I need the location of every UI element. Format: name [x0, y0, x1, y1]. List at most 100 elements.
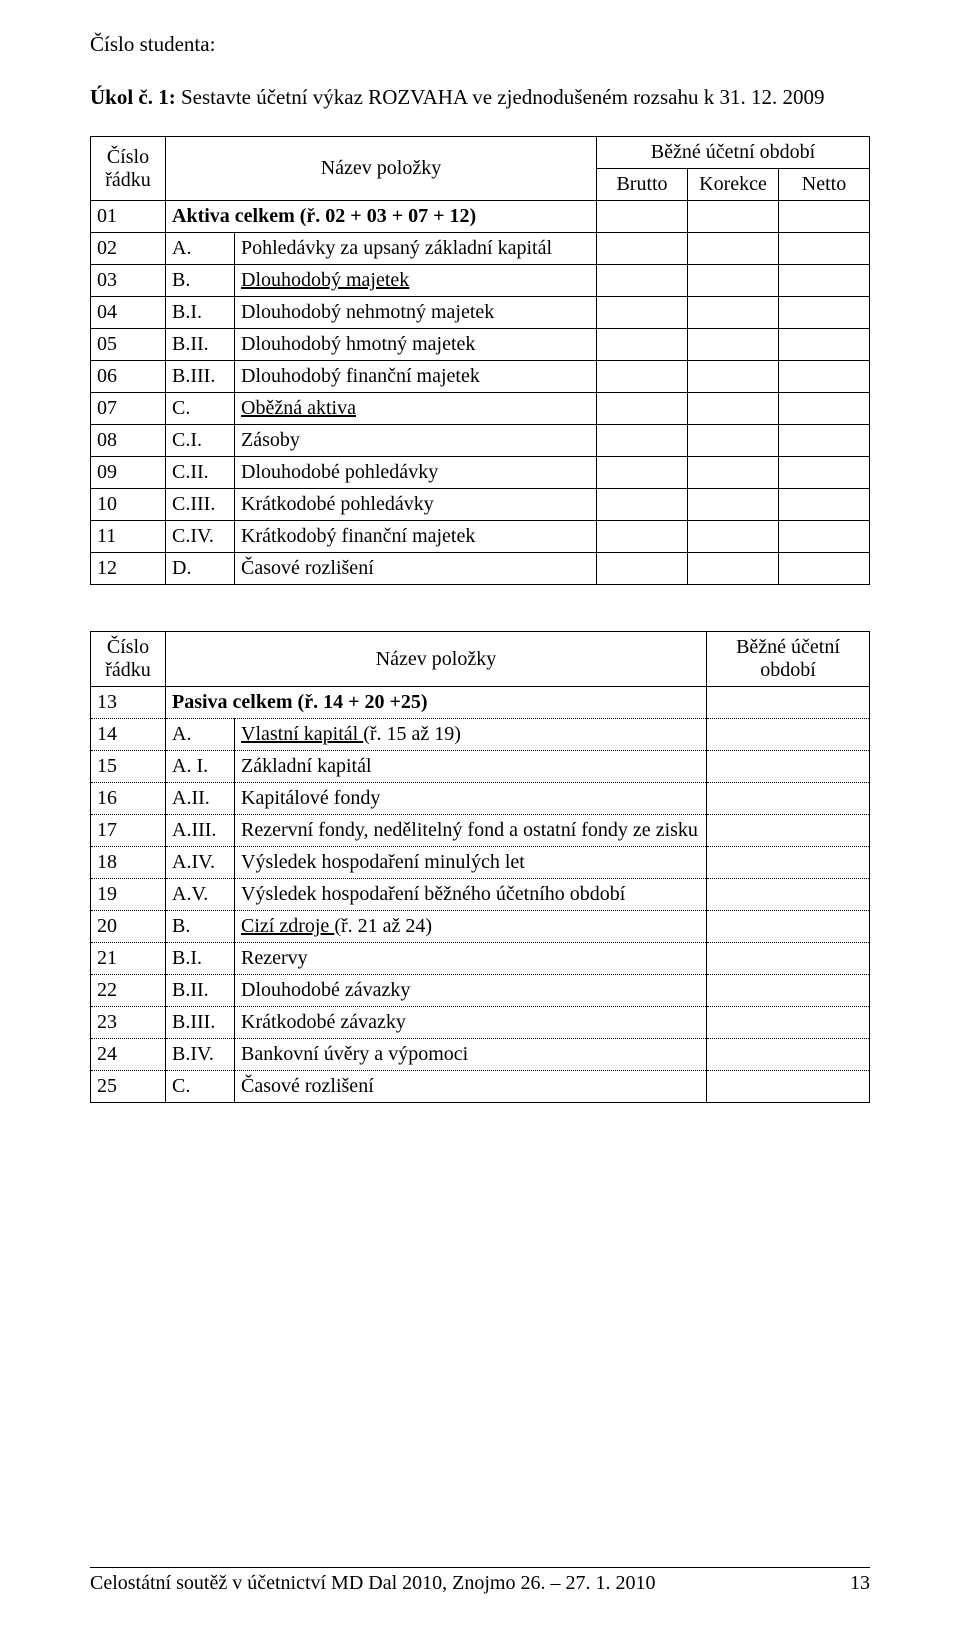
row-number: 10 [91, 489, 166, 521]
value-cell [597, 233, 688, 265]
table-row: 14A.Vlastní kapitál (ř. 15 až 19) [91, 719, 870, 751]
row-number: 11 [91, 521, 166, 553]
row-number: 03 [91, 265, 166, 297]
col-period-header: Běžné účetní období [707, 632, 870, 687]
row-code: C.II. [166, 457, 235, 489]
table-row: 12D.Časové rozlišení [91, 553, 870, 585]
table-row: 17A.III.Rezervní fondy, nedělitelný fond… [91, 815, 870, 847]
row-name: Časové rozlišení [235, 553, 597, 585]
spacer [90, 585, 870, 631]
col-period-header: Běžné účetní období [597, 137, 870, 169]
row-code: B.III. [166, 361, 235, 393]
value-cell [779, 201, 870, 233]
row-code: A.III. [166, 815, 235, 847]
row-code: B.II. [166, 329, 235, 361]
value-cell [688, 457, 779, 489]
table-row: 23B.III.Krátkodobé závazky [91, 1007, 870, 1039]
table-row: 07C.Oběžná aktiva [91, 393, 870, 425]
row-number: 05 [91, 329, 166, 361]
value-cell [688, 489, 779, 521]
table-row: 08C.I.Zásoby [91, 425, 870, 457]
row-name: Bankovní úvěry a výpomoci [235, 1039, 707, 1071]
value-cell [688, 425, 779, 457]
row-number: 15 [91, 751, 166, 783]
row-code: A. I. [166, 751, 235, 783]
table-row: 16A.II.Kapitálové fondy [91, 783, 870, 815]
row-code: B.III. [166, 1007, 235, 1039]
value-cell [707, 911, 870, 943]
table-row: 03B.Dlouhodobý majetek [91, 265, 870, 297]
row-name: Pasiva celkem (ř. 14 + 20 +25) [166, 687, 707, 719]
row-number: 18 [91, 847, 166, 879]
value-cell [779, 297, 870, 329]
value-cell [707, 1007, 870, 1039]
value-cell [707, 847, 870, 879]
page-number: 13 [850, 1572, 870, 1595]
row-name: Rezervní fondy, nedělitelný fond a ostat… [235, 815, 707, 847]
value-cell [707, 879, 870, 911]
table-row: 18A.IV.Výsledek hospodaření minulých let [91, 847, 870, 879]
col-korekce: Korekce [688, 169, 779, 201]
value-cell [688, 297, 779, 329]
value-cell [779, 361, 870, 393]
row-name: Oběžná aktiva [235, 393, 597, 425]
pasiva-table-body: 13Pasiva celkem (ř. 14 + 20 +25)14A.Vlas… [91, 687, 870, 1103]
value-cell [779, 233, 870, 265]
row-name: Výsledek hospodaření minulých let [235, 847, 707, 879]
student-number-label: Číslo studenta: [90, 32, 870, 57]
value-cell [707, 815, 870, 847]
value-cell [707, 1039, 870, 1071]
row-name: Vlastní kapitál (ř. 15 až 19) [235, 719, 707, 751]
value-cell [597, 393, 688, 425]
value-cell [779, 457, 870, 489]
footer-text: Celostátní soutěž v účetnictví MD Dal 20… [90, 1572, 656, 1595]
value-cell [688, 393, 779, 425]
value-cell [707, 943, 870, 975]
value-cell [688, 553, 779, 585]
col-brutto: Brutto [597, 169, 688, 201]
pasiva-table: Číslo řádku Název položky Běžné účetní o… [90, 631, 870, 1103]
value-cell [597, 329, 688, 361]
row-code: A. [166, 719, 235, 751]
row-number: 25 [91, 1071, 166, 1103]
row-code: C. [166, 393, 235, 425]
document-page: Číslo studenta: Úkol č. 1: Sestavte účet… [0, 0, 960, 1635]
value-cell [707, 783, 870, 815]
row-code: C.I. [166, 425, 235, 457]
row-code: A.II. [166, 783, 235, 815]
row-name: Kapitálové fondy [235, 783, 707, 815]
table-row: 25C.Časové rozlišení [91, 1071, 870, 1103]
value-cell [597, 361, 688, 393]
value-cell [779, 489, 870, 521]
row-name: Cizí zdroje (ř. 21 až 24) [235, 911, 707, 943]
row-code: A.V. [166, 879, 235, 911]
row-name: Dlouhodobý majetek [235, 265, 597, 297]
value-cell [597, 201, 688, 233]
aktiva-table-head: Číslo řádku Název položky Běžné účetní o… [91, 137, 870, 201]
row-code: B. [166, 265, 235, 297]
row-number: 22 [91, 975, 166, 1007]
value-cell [779, 521, 870, 553]
value-cell [707, 1071, 870, 1103]
value-cell [597, 521, 688, 553]
col-item-name: Název položky [166, 632, 707, 687]
row-code: C.IV. [166, 521, 235, 553]
row-code: C. [166, 1071, 235, 1103]
row-code: B. [166, 911, 235, 943]
row-number: 04 [91, 297, 166, 329]
row-name: Rezervy [235, 943, 707, 975]
table-row: 05B.II.Dlouhodobý hmotný majetek [91, 329, 870, 361]
value-cell [688, 361, 779, 393]
value-cell [707, 751, 870, 783]
task-line: Úkol č. 1: Sestavte účetní výkaz ROZVAHA… [90, 85, 870, 110]
table-row: 01Aktiva celkem (ř. 02 + 03 + 07 + 12) [91, 201, 870, 233]
row-number: 17 [91, 815, 166, 847]
row-name: Pohledávky za upsaný základní kapitál [235, 233, 597, 265]
row-code: A. [166, 233, 235, 265]
task-text: Sestavte účetní výkaz ROZVAHA ve zjednod… [181, 85, 824, 109]
value-cell [688, 265, 779, 297]
table-row: 06B.III.Dlouhodobý finanční majetek [91, 361, 870, 393]
table-row: 19A.V.Výsledek hospodaření běžného účetn… [91, 879, 870, 911]
table-row: 10C.III.Krátkodobé pohledávky [91, 489, 870, 521]
row-number: 09 [91, 457, 166, 489]
